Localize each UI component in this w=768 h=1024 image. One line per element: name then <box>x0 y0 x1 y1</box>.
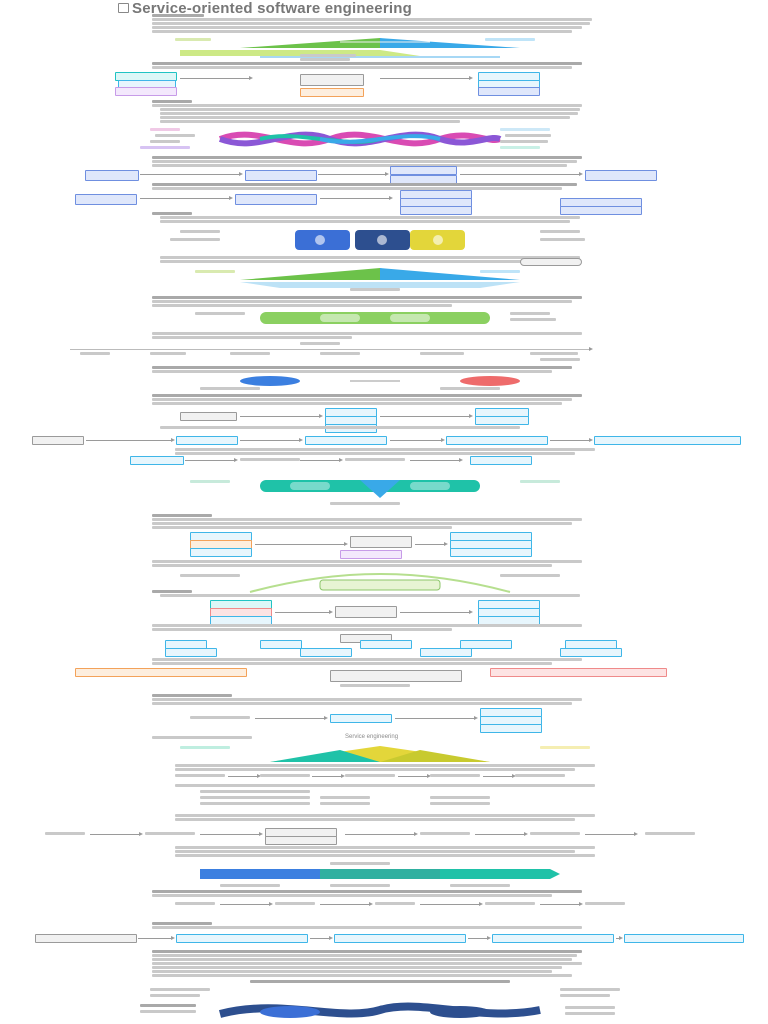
compare-diagram <box>240 376 520 386</box>
green-pill-diagram <box>260 312 490 324</box>
service-engineering-diagram <box>270 746 490 762</box>
page-title: Service-oriented software engineering <box>132 0 412 17</box>
bottom-composition-diagram <box>218 1002 541 1018</box>
process-bar-diagram <box>200 869 560 879</box>
document-icon <box>118 3 129 13</box>
green-arc-diagram <box>249 573 511 593</box>
composition-diagram <box>218 131 502 147</box>
web-services-diagram-2 <box>240 268 520 288</box>
web-services-diagram <box>180 38 520 58</box>
circle-grid-diagram <box>295 230 465 250</box>
green-teal-diagram <box>260 480 480 498</box>
service-engineering-heading: Service engineering <box>345 734 399 740</box>
